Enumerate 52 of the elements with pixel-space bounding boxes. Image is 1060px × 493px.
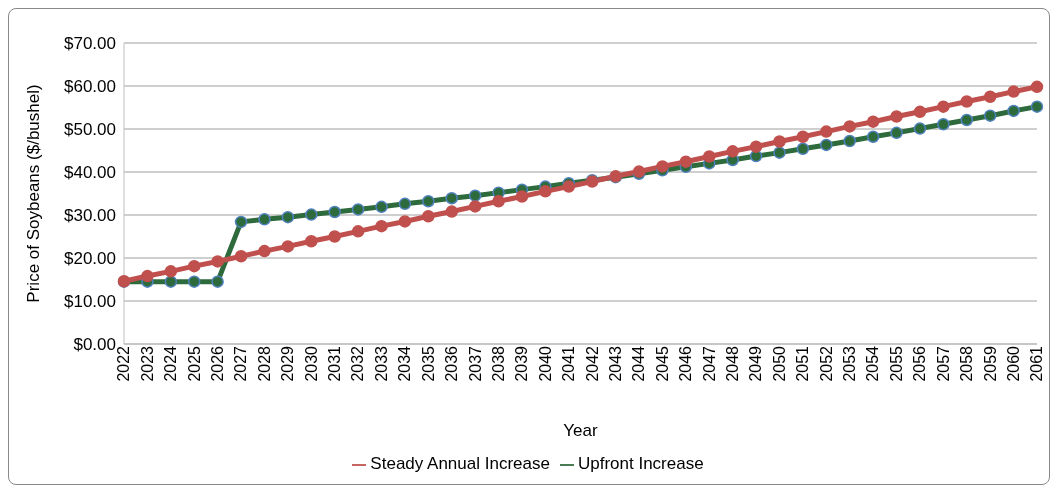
y-tick-label: $70.00	[64, 34, 116, 54]
x-tick-label: 2032	[349, 345, 367, 382]
x-tick-label: 2037	[466, 345, 484, 382]
y-tick-label: $40.00	[64, 163, 116, 183]
x-tick-label: 2025	[185, 345, 203, 382]
x-tick-label: 2027	[232, 345, 250, 382]
x-tick-label: 2031	[326, 345, 344, 382]
x-tick-label: 2060	[1004, 345, 1022, 382]
x-tick-label: 2050	[770, 345, 788, 382]
x-tick-label: 2049	[747, 345, 765, 382]
x-tick-label: 2048	[724, 345, 742, 382]
x-tick-label: 2057	[934, 345, 952, 382]
x-tick-label: 2052	[817, 345, 835, 382]
x-tick-label: 2043	[606, 345, 624, 382]
y-tick-label: $50.00	[64, 120, 116, 140]
x-tick-label: 2033	[372, 345, 390, 382]
x-tick-label: 2051	[794, 345, 812, 382]
x-tick-label: 2056	[911, 345, 929, 382]
x-tick-label: 2026	[209, 345, 226, 382]
x-tick-label: 2053	[841, 345, 859, 382]
x-tick-label: 2039	[513, 345, 531, 382]
legend-label: Upfront Increase	[577, 454, 704, 473]
y-tick-label: $30.00	[64, 206, 116, 226]
x-tick-label: 2045	[653, 345, 671, 382]
y-tick-label: $10.00	[64, 292, 116, 312]
x-tick-label: 2058	[958, 345, 976, 382]
x-tick-label: 2028	[255, 345, 273, 382]
x-tick-label: 2046	[677, 345, 695, 382]
x-tick-label: 2044	[630, 345, 648, 382]
legend-label: Steady Annual Increase	[370, 454, 550, 473]
x-tick-label: 2059	[981, 345, 999, 382]
x-tick-label: 2023	[138, 345, 156, 382]
x-tick-label: 2047	[700, 345, 718, 382]
x-tick-label: 2042	[583, 345, 601, 382]
x-tick-label: 2029	[279, 345, 297, 382]
x-tick-label: 2061	[1028, 345, 1046, 382]
x-tick-label: 2035	[419, 345, 437, 382]
y-tick-label: $0.00	[73, 335, 116, 355]
x-tick-label: 2034	[396, 345, 414, 382]
x-tick-label: 2038	[489, 345, 507, 382]
y-tick-label: $20.00	[64, 249, 116, 269]
y-axis-title: Price of Soybeans ($/bushel)	[24, 84, 44, 303]
x-tick-label: 2024	[162, 345, 180, 382]
x-tick-label: 2041	[560, 345, 578, 382]
y-tick-label: $60.00	[64, 77, 116, 97]
x-tick-label: 2030	[302, 345, 320, 382]
x-tick-label: 2036	[443, 345, 461, 382]
x-tick-label: 2040	[536, 345, 554, 382]
x-tick-label: 2055	[887, 345, 905, 382]
x-axis-title: Year	[563, 421, 599, 440]
x-tick-label: 2054	[864, 345, 882, 382]
x-tick-label: 2022	[115, 345, 133, 382]
